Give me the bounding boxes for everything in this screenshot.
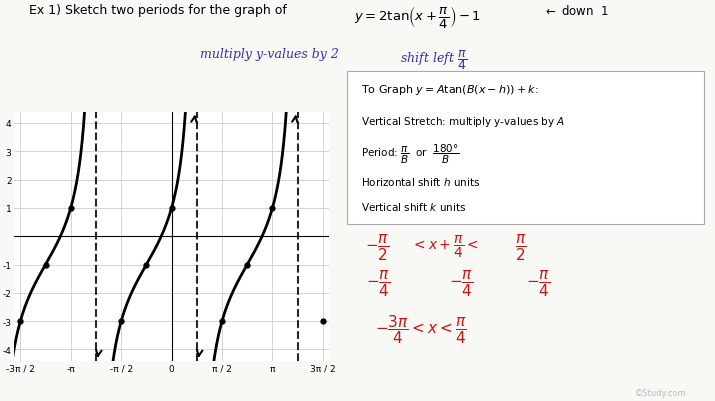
Text: multiply y-values by 2: multiply y-values by 2: [200, 48, 339, 61]
Text: Ex 1) Sketch two periods for the graph of: Ex 1) Sketch two periods for the graph o…: [29, 4, 290, 17]
Text: To Graph $y = A\tan(B(x-h))+k$:: To Graph $y = A\tan(B(x-h))+k$:: [361, 83, 538, 97]
Text: $-\dfrac{\pi}{4}$: $-\dfrac{\pi}{4}$: [526, 269, 550, 298]
Text: Vertical Stretch: multiply y-values by $A$: Vertical Stretch: multiply y-values by $…: [361, 115, 566, 129]
Text: $-\dfrac{\pi}{4}$: $-\dfrac{\pi}{4}$: [366, 269, 390, 298]
Text: $\dfrac{\pi}{2}$: $\dfrac{\pi}{2}$: [515, 233, 526, 262]
Text: $-\dfrac{3\pi}{4} < x < \dfrac{\pi}{4}$: $-\dfrac{3\pi}{4} < x < \dfrac{\pi}{4}$: [375, 313, 467, 346]
Text: shift left $\dfrac{\pi}{4}$: shift left $\dfrac{\pi}{4}$: [400, 48, 468, 72]
Text: Vertical shift $k$ units: Vertical shift $k$ units: [361, 200, 466, 212]
Text: $y = 2\tan\!\left(x+\dfrac{\pi}{4}\right)-1$: $y = 2\tan\!\left(x+\dfrac{\pi}{4}\right…: [354, 4, 481, 30]
Text: Period: $\dfrac{\pi}{B}$  or  $\dfrac{180°}{B}$: Period: $\dfrac{\pi}{B}$ or $\dfrac{180°…: [361, 142, 460, 166]
Text: $< x+\dfrac{\pi}{4} <$: $< x+\dfrac{\pi}{4} <$: [411, 233, 479, 259]
Text: Horizontal shift $h$ units: Horizontal shift $h$ units: [361, 176, 480, 188]
Text: $-\dfrac{\pi}{2}$: $-\dfrac{\pi}{2}$: [365, 233, 389, 262]
Text: $-\dfrac{\pi}{4}$: $-\dfrac{\pi}{4}$: [449, 269, 473, 298]
Text: ©Study.com: ©Study.com: [635, 388, 686, 397]
Text: $\leftarrow$ down  1: $\leftarrow$ down 1: [543, 4, 609, 18]
FancyBboxPatch shape: [347, 72, 704, 225]
